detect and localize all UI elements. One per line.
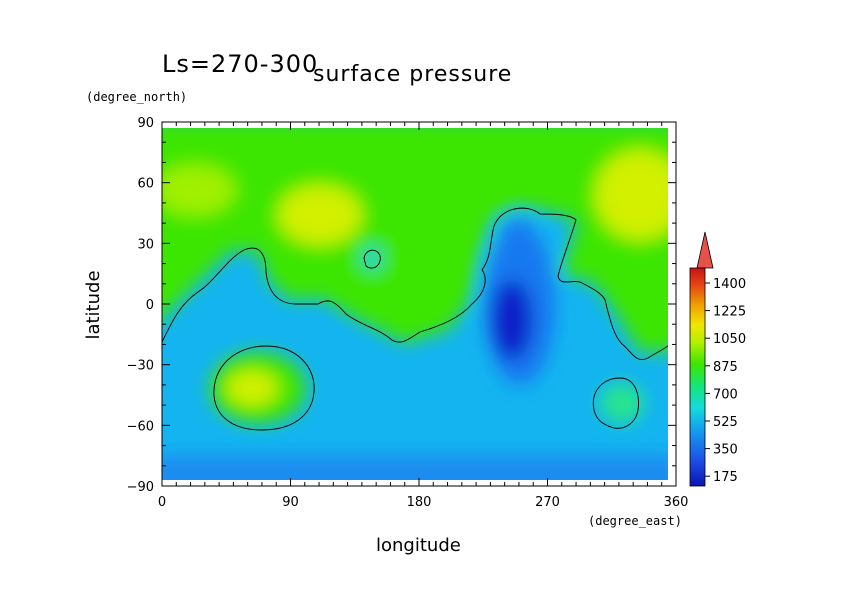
- colorbar-label: 175: [713, 470, 738, 485]
- colorbar-ramp: [689, 267, 706, 487]
- y-tick-label: 0: [146, 298, 154, 313]
- x-axis-unit: (degree_east): [588, 514, 682, 528]
- contour-basin-west: [213, 345, 315, 431]
- y-tick-label: −90: [127, 480, 154, 495]
- field-high-north-mid: [162, 165, 235, 215]
- x-tick-label: 0: [158, 495, 166, 510]
- field-low-north: [504, 218, 532, 246]
- y-tick-labels: 90 60 30 0 −30 −60 −90: [127, 116, 154, 495]
- y-tick-label: 60: [137, 177, 154, 192]
- field-south-band: [162, 455, 668, 480]
- y-tick-label: −30: [127, 359, 154, 374]
- colorbar-label: 350: [713, 443, 738, 458]
- colorbar-label: 1225: [713, 305, 746, 320]
- colorbar-labels: 1400 1225 1050 875 700 525 350 175: [713, 277, 746, 485]
- x-tick-labels: 0 90 180 270 360: [158, 495, 689, 510]
- field-low-small: [364, 248, 380, 268]
- contour-small-lake: [363, 249, 381, 269]
- contour-lines: [162, 207, 668, 431]
- colorbar-label: 525: [713, 415, 738, 430]
- y-axis-unit: (degree_north): [86, 90, 188, 104]
- x-ticks: [161, 122, 677, 486]
- x-axis-label: longitude: [376, 535, 461, 556]
- y-tick-label: 30: [137, 237, 154, 252]
- y-tick-label: 90: [137, 116, 154, 131]
- x-tick-label: 90: [282, 495, 299, 510]
- field-basin-core: [226, 370, 278, 406]
- axes: 0 90 180 270 360 90 60 30 0 −30 −60 −90: [127, 116, 689, 510]
- colorbar-label: 700: [713, 387, 738, 402]
- colorbar-label: 1050: [713, 332, 746, 347]
- colorbar-label: 1400: [713, 277, 746, 292]
- x-tick-label: 270: [535, 495, 560, 510]
- colorbar-ticks: [705, 282, 710, 477]
- field-high-north-west: [278, 185, 362, 245]
- colorbar-label: 875: [713, 360, 738, 375]
- field-low-core: [492, 280, 532, 360]
- chart-title: surface pressure: [313, 62, 513, 87]
- y-tick-label: −60: [127, 419, 154, 434]
- season-label: Ls=270-300: [162, 50, 319, 78]
- y-ticks: [162, 121, 676, 487]
- contour-basin-east: [592, 377, 639, 429]
- x-tick-label: 360: [664, 495, 689, 510]
- field-basin-east: [600, 383, 644, 423]
- colorbar-extend-max: [696, 231, 714, 269]
- colorbar: 1400 1225 1050 875 700 525 350 175: [689, 231, 746, 487]
- field-high-north-east: [595, 150, 668, 240]
- x-tick-label: 180: [407, 495, 432, 510]
- field-north-green: [162, 128, 668, 352]
- contour-main: [162, 207, 668, 360]
- pressure-field: [162, 128, 668, 480]
